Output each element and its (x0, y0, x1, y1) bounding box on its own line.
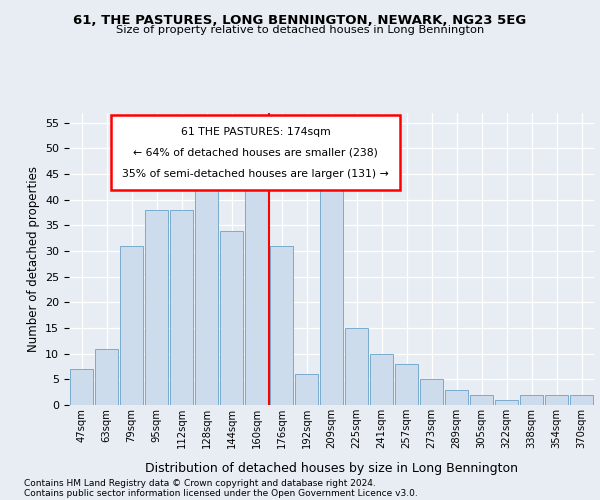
FancyBboxPatch shape (111, 116, 400, 190)
Bar (395, 364, 418, 405)
Bar (520, 394, 543, 405)
Bar (120, 246, 143, 405)
Bar (145, 210, 168, 405)
Bar (495, 400, 518, 405)
Text: Contains public sector information licensed under the Open Government Licence v3: Contains public sector information licen… (24, 489, 418, 498)
Bar (95, 348, 118, 405)
Text: ← 64% of detached houses are smaller (238): ← 64% of detached houses are smaller (23… (133, 148, 378, 158)
Text: 61, THE PASTURES, LONG BENNINGTON, NEWARK, NG23 5EG: 61, THE PASTURES, LONG BENNINGTON, NEWAR… (73, 14, 527, 26)
Bar (570, 394, 593, 405)
Text: 35% of semi-detached houses are larger (131) →: 35% of semi-detached houses are larger (… (122, 168, 389, 178)
Text: Contains HM Land Registry data © Crown copyright and database right 2024.: Contains HM Land Registry data © Crown c… (24, 479, 376, 488)
Bar (295, 374, 318, 405)
Bar (170, 210, 193, 405)
Bar (220, 230, 243, 405)
Bar (320, 190, 343, 405)
Bar (445, 390, 468, 405)
Bar (345, 328, 368, 405)
Bar (270, 246, 293, 405)
Bar (370, 354, 393, 405)
Text: Size of property relative to detached houses in Long Bennington: Size of property relative to detached ho… (116, 25, 484, 35)
Bar (545, 394, 568, 405)
Text: 61 THE PASTURES: 174sqm: 61 THE PASTURES: 174sqm (181, 127, 330, 137)
Bar (70, 369, 93, 405)
X-axis label: Distribution of detached houses by size in Long Bennington: Distribution of detached houses by size … (145, 462, 518, 475)
Bar (420, 380, 443, 405)
Y-axis label: Number of detached properties: Number of detached properties (26, 166, 40, 352)
Bar (470, 394, 493, 405)
Bar (245, 184, 268, 405)
Bar (195, 190, 218, 405)
